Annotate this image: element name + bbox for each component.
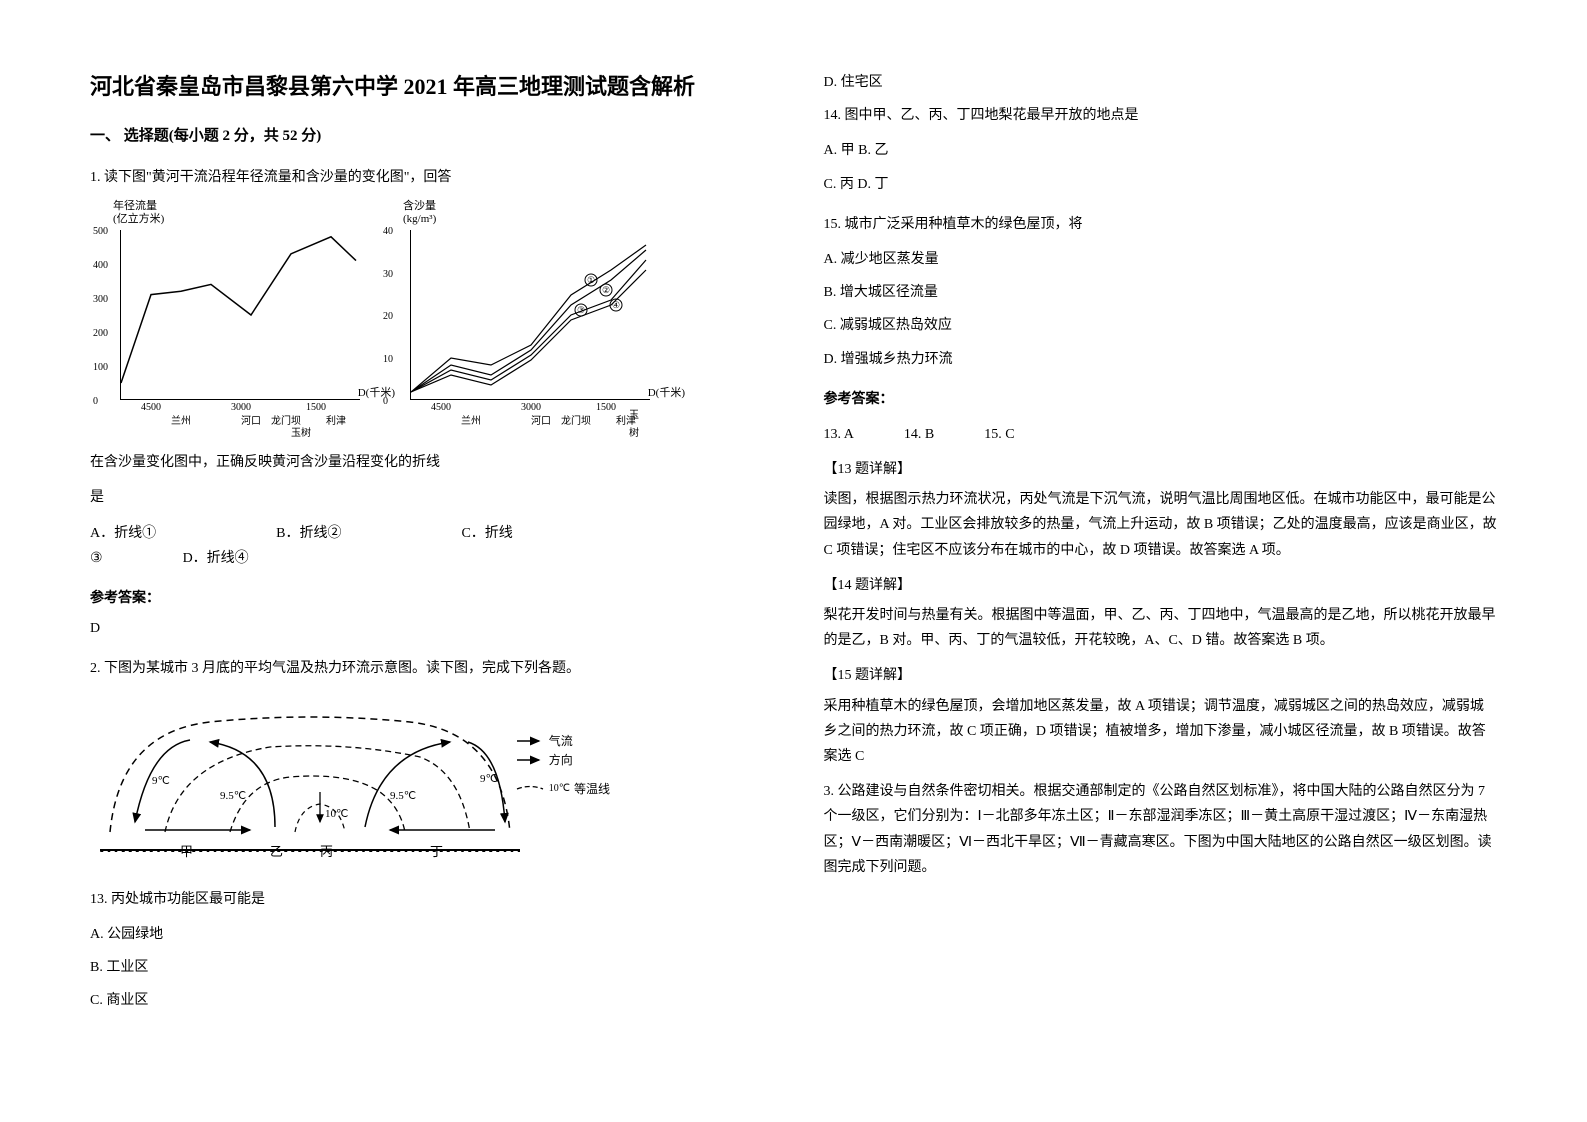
q15-opt-c: C. 减弱城区热岛效应 [824, 313, 1498, 338]
q13-opt-d: D. 住宅区 [824, 70, 1498, 95]
legend-isotherm-value: 10℃ [549, 781, 570, 797]
question-3: 3. 公路建设与自然条件密切相关。根据交通部制定的《公路自然区划标准》，将中国大… [824, 779, 1498, 880]
q15-opt-d: D. 增强城乡热力环流 [824, 347, 1498, 372]
sediment-xlabel: D(千米) [648, 384, 685, 404]
q1-opt-d: D．折线④ [183, 546, 249, 571]
yellow-river-chart: 年径流量 (亿立方米) D(千米) 0100200300400500 45003… [90, 200, 764, 435]
legend-isotherm: 等温线 [574, 780, 610, 799]
ans-13: 13. A [824, 422, 854, 447]
question-1: 1. 读下图"黄河干流沿程年径流量和含沙量的变化图"，回答 年径流量 (亿立方米… [90, 165, 764, 641]
q13-opt-c: C. 商业区 [90, 988, 764, 1013]
q1-answer: D [90, 616, 764, 641]
legend-airflow: 气流 [549, 732, 573, 751]
answers2-label: 参考答案： [824, 387, 1498, 412]
exp14-body: 梨花开发时间与热量有关。根据图中等温面，甲、乙、丙、丁四地中，气温最高的是乙地，… [824, 603, 1498, 653]
center-temp-label: 10℃ [325, 805, 348, 825]
q14-opt-cd: C. 丙 D. 丁 [824, 172, 1498, 197]
svg-text:②: ② [602, 285, 610, 295]
svg-text:①: ① [587, 275, 595, 285]
q1-stem: 1. 读下图"黄河干流沿程年径流量和含沙量的变化图"，回答 [90, 165, 764, 190]
ans-15: 15. C [984, 422, 1014, 447]
runoff-svg [121, 230, 361, 400]
sediment-ylabel: 含沙量 (kg/m³) [403, 200, 436, 226]
q13-stem: 13. 丙处城市功能区最可能是 [90, 887, 764, 912]
q13-opt-a: A. 公园绿地 [90, 922, 764, 947]
svg-text:③: ③ [577, 305, 585, 315]
thermal-circulation-chart: 甲乙丙丁 9℃9.5℃9.5℃9℃ 10℃ 气流 方向 10℃ 等温线 [90, 692, 610, 872]
q1-sub-stem2: 是 [90, 485, 764, 510]
q1-opt-b: B．折线② [276, 521, 341, 546]
q13-opt-b: B. 工业区 [90, 955, 764, 980]
q1-opt-c: C．折线 [461, 521, 512, 546]
right-column: D. 住宅区 14. 图中甲、乙、丙、丁四地梨花最早开放的地点是 A. 甲 B.… [824, 70, 1498, 1052]
exp13-header: 【13 题详解】 [824, 457, 1498, 482]
q15-opt-a: A. 减少地区蒸发量 [824, 247, 1498, 272]
ground-line [100, 849, 520, 852]
q1-opt-a: A．折线① [90, 521, 156, 546]
left-column: 河北省秦皇岛市昌黎县第六中学 2021 年高三地理测试题含解析 一、 选择题(每… [90, 70, 764, 1052]
legend-direction: 方向 [549, 751, 573, 770]
sediment-svg: ①② ③ ④ [411, 230, 651, 400]
chart2-legend: 气流 方向 10℃ 等温线 [515, 732, 610, 800]
exp15-header: 【15 题详解】 [824, 663, 1498, 688]
answers2-row: 13. A 14. B 15. C [824, 422, 1498, 447]
q14-opt-ab: A. 甲 B. 乙 [824, 138, 1498, 163]
exp13-body: 读图，根据图示热力环流状况，丙处气流是下沉气流，说明气温比周围地区低。在城市功能… [824, 487, 1498, 563]
section-1-header: 一、 选择题(每小题 2 分，共 52 分) [90, 123, 764, 150]
q1-sub-stem: 在含沙量变化图中，正确反映黄河含沙量沿程变化的折线 [90, 450, 764, 475]
question-13: 13. 丙处城市功能区最可能是 A. 公园绿地 B. 工业区 C. 商业区 [90, 887, 764, 1014]
runoff-panel: 年径流量 (亿立方米) D(千米) 0100200300400500 45003… [120, 230, 360, 400]
q1-opt-c2: ③ [90, 546, 103, 571]
q14-stem: 14. 图中甲、乙、丙、丁四地梨花最早开放的地点是 [824, 103, 1498, 128]
question-15: 15. 城市广泛采用种植草木的绿色屋顶，将 A. 减少地区蒸发量 B. 增大城区… [824, 212, 1498, 372]
question-14: 14. 图中甲、乙、丙、丁四地梨花最早开放的地点是 A. 甲 B. 乙 C. 丙… [824, 103, 1498, 197]
svg-text:④: ④ [612, 300, 620, 310]
q3-stem: 3. 公路建设与自然条件密切相关。根据交通部制定的《公路自然区划标准》，将中国大… [824, 779, 1498, 880]
q15-opt-b: B. 增大城区径流量 [824, 280, 1498, 305]
ans-14: 14. B [904, 422, 934, 447]
q15-stem: 15. 城市广泛采用种植草木的绿色屋顶，将 [824, 212, 1498, 237]
exp14-header: 【14 题详解】 [824, 573, 1498, 598]
exam-title: 河北省秦皇岛市昌黎县第六中学 2021 年高三地理测试题含解析 [90, 70, 764, 103]
q1-answer-label: 参考答案： [90, 586, 764, 611]
sediment-panel: 含沙量 (kg/m³) D(千米) ①②③④ 010203040 4500300… [410, 230, 650, 400]
q2-stem: 2. 下图为某城市 3 月底的平均气温及热力环流示意图。读下图，完成下列各题。 [90, 656, 764, 681]
runoff-ylabel: 年径流量 (亿立方米) [113, 200, 164, 226]
exp15-body: 采用种植草木的绿色屋顶，会增加地区蒸发量，故 A 项错误；调节温度，减弱城区之间… [824, 694, 1498, 770]
question-2: 2. 下图为某城市 3 月底的平均气温及热力环流示意图。读下图，完成下列各题。 [90, 656, 764, 871]
